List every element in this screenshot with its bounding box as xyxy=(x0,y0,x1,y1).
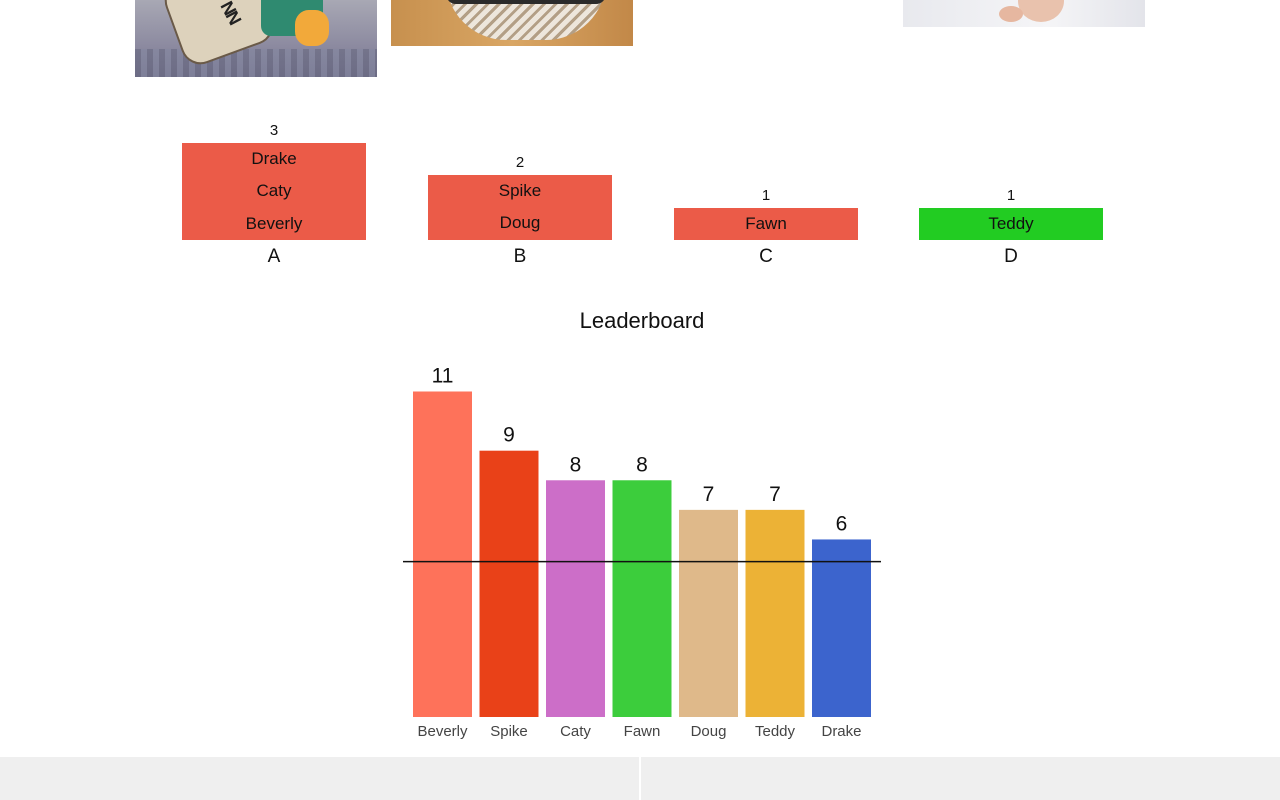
member-box[interactable]: Teddy xyxy=(919,208,1103,241)
bar-category-label: Spike xyxy=(490,723,528,740)
cartoon-image[interactable]: NN xyxy=(135,0,377,77)
group-letter: B xyxy=(513,245,527,267)
bar-beverly[interactable] xyxy=(413,391,472,718)
bar-category-label: Fawn xyxy=(624,723,661,740)
bar-caty[interactable] xyxy=(546,480,605,717)
group-count: 1 xyxy=(1006,187,1016,204)
member-box[interactable]: Spike xyxy=(428,175,612,208)
bar-teddy[interactable] xyxy=(745,509,805,717)
bar-doug[interactable] xyxy=(679,509,738,717)
bar-value-label: 6 xyxy=(836,512,848,535)
bar-value-label: 7 xyxy=(769,483,781,506)
member-box[interactable]: Beverly xyxy=(182,207,366,240)
group-c: 1 Fawn C xyxy=(674,188,858,268)
bottom-panel-left[interactable] xyxy=(0,757,639,800)
bar-drake[interactable] xyxy=(812,539,871,717)
bar-value-label: 8 xyxy=(636,453,648,476)
bar-category-label: Teddy xyxy=(755,723,796,740)
member-box[interactable]: Caty xyxy=(182,175,366,208)
baby-image[interactable] xyxy=(903,0,1145,27)
paw-shape xyxy=(295,10,329,46)
bottom-panel-right[interactable] xyxy=(641,757,1280,800)
group-a: 3 Drake Caty Beverly A xyxy=(182,123,366,268)
face-shape xyxy=(1018,0,1064,22)
bowl-rim xyxy=(446,0,606,4)
group-b: 2 Spike Doug B xyxy=(428,155,612,268)
bar-value-label: 8 xyxy=(570,453,582,476)
group-count: 3 xyxy=(269,122,279,139)
group-stack: Spike Doug xyxy=(428,175,612,240)
member-box[interactable]: Drake xyxy=(182,143,366,176)
group-letter: A xyxy=(267,245,281,267)
group-count: 2 xyxy=(515,154,525,171)
bar-value-label: 11 xyxy=(432,365,454,388)
floor-shape xyxy=(135,49,377,77)
group-count: 1 xyxy=(761,187,771,204)
bar-category-label: Doug xyxy=(691,723,727,740)
member-box[interactable]: Fawn xyxy=(674,208,858,241)
bowl-shape xyxy=(446,0,606,40)
bar-category-label: Drake xyxy=(821,723,861,740)
bar-category-label: Beverly xyxy=(417,723,468,740)
group-stack: Teddy xyxy=(919,208,1103,241)
bar-value-label: 9 xyxy=(503,424,515,447)
bar-fawn[interactable] xyxy=(612,480,672,717)
group-stack: Drake Caty Beverly xyxy=(182,143,366,240)
bar-category-label: Caty xyxy=(560,723,591,740)
group-letter: D xyxy=(1004,246,1018,268)
group-stack: Fawn xyxy=(674,208,858,241)
bar-value-label: 7 xyxy=(703,483,715,506)
hand-shape xyxy=(999,6,1023,22)
leaderboard-chart: 11 Beverly 9 Spike 8 Caty 8 Fawn 7 Doug 7 Teddy 6 Dra… xyxy=(403,365,881,740)
group-d: 1 Teddy D xyxy=(919,188,1103,268)
group-letter: C xyxy=(759,246,773,268)
leaderboard-title: Leaderboard xyxy=(579,308,705,333)
bar-spike[interactable] xyxy=(479,450,539,717)
member-box[interactable]: Doug xyxy=(428,207,612,240)
basket-image[interactable] xyxy=(391,0,633,46)
